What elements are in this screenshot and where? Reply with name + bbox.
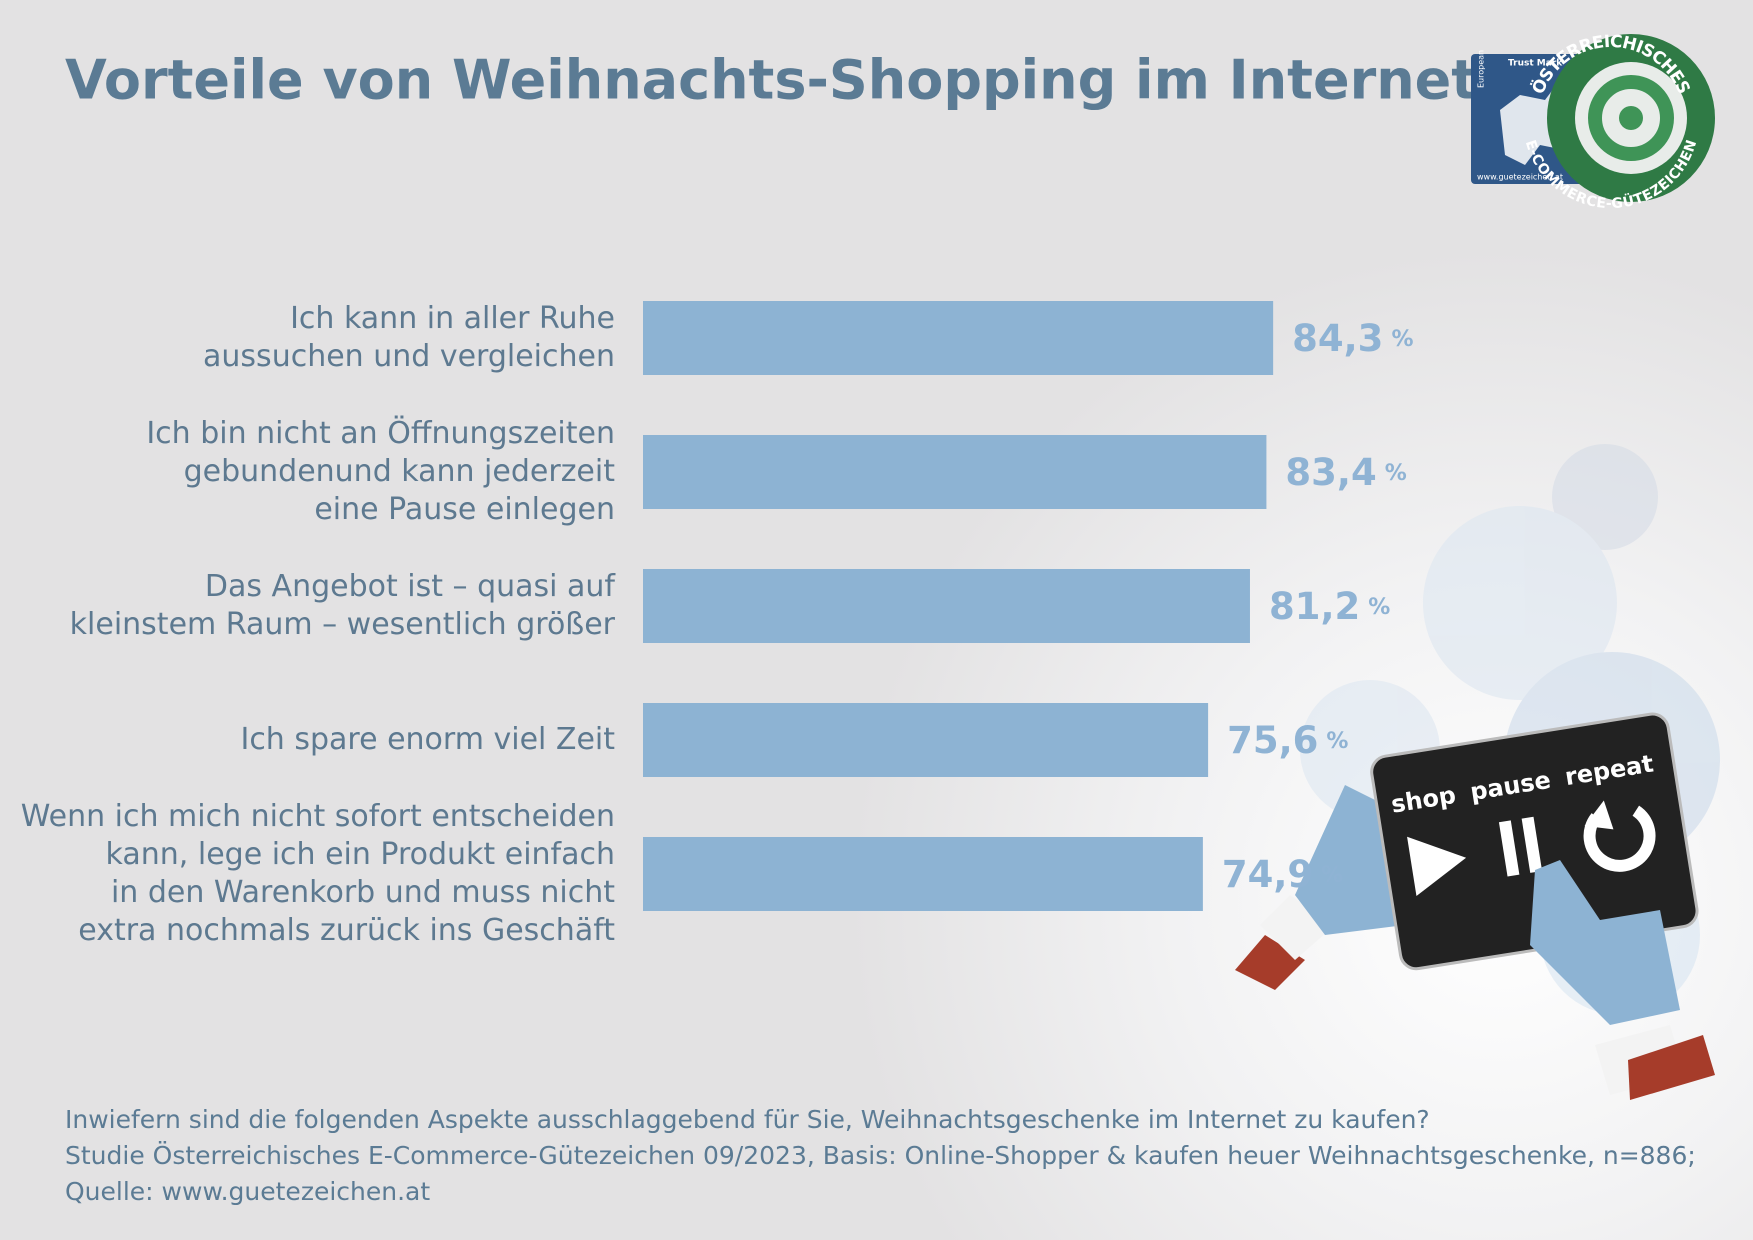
bar	[643, 837, 1203, 911]
logo-at	[1588, 75, 1674, 161]
category-label: Ich spare enorm viel Zeit	[240, 722, 615, 757]
value-unit: %	[1368, 595, 1390, 620]
repeat-icon	[1583, 805, 1656, 872]
category-line: Das Angebot ist – quasi auf	[205, 569, 617, 604]
category-line: Ich kann in aller Ruhe	[290, 301, 615, 336]
value-number: 74,9	[1222, 853, 1313, 896]
chart-title: Vorteile von Weihnachts-Shopping im Inte…	[65, 49, 1477, 112]
value-unit: %	[1326, 729, 1348, 754]
category-line: kleinstem Raum – wesentlich größer	[70, 607, 616, 642]
category-label: Wenn ich mich nicht sofort entscheiden ka…	[21, 799, 616, 948]
logo-text: www.guetezeichen.at	[1477, 173, 1563, 182]
logo-text: Trust Mark	[1508, 59, 1563, 69]
footnote: Quelle: www.guetezeichen.at	[65, 1177, 430, 1206]
hand	[1295, 785, 1405, 935]
footnote: Studie Österreichisches E-Commerce-Gütez…	[65, 1141, 1696, 1170]
category-line: Ich bin nicht an Öffnungszeiten	[146, 415, 615, 451]
value-label: 74,9%	[1222, 853, 1343, 896]
footnote: Inwiefern sind die folgenden Aspekte aus…	[65, 1105, 1430, 1134]
value-number: 81,2	[1269, 585, 1360, 628]
pause-icon	[1498, 820, 1520, 877]
sleeve	[1235, 935, 1305, 990]
category-label: Ich bin nicht an Öffnungszeiten gebundenu…	[146, 415, 615, 527]
repeat-icon	[1584, 800, 1614, 830]
bar	[643, 569, 1250, 643]
pause-icon	[1521, 816, 1543, 873]
bar	[643, 301, 1274, 375]
value-label: 75,6%	[1227, 719, 1348, 762]
sleeve	[1628, 1035, 1715, 1100]
category-line: Wenn ich mich nicht sofort entscheiden	[21, 799, 615, 834]
tablet: shop pause repeat	[1370, 712, 1699, 971]
cuff	[1260, 895, 1335, 960]
category-label: Das Angebot ist – quasi auf kleinstem Rau…	[70, 569, 617, 642]
value-label: 84,3%	[1292, 317, 1413, 360]
logo: Trust Mark European www.guetezeichen.at …	[1471, 32, 1715, 212]
category-line: Ich spare enorm viel Zeit	[240, 722, 615, 757]
category-line: gebundenund kann jederzeit	[184, 454, 616, 489]
value-number: 83,4	[1285, 451, 1376, 494]
logo-text: European	[1477, 50, 1486, 88]
category-line: eine Pause einlegen	[314, 492, 615, 527]
value-number: 75,6	[1227, 719, 1318, 762]
category-label: Ich kann in aller Ruhe aussuchen und verg…	[203, 301, 615, 374]
category-line: aussuchen und vergleichen	[203, 339, 615, 374]
play-icon	[1407, 836, 1467, 897]
category-line: kann, lege ich ein Produkt einfach	[106, 837, 615, 872]
value-unit: %	[1321, 863, 1343, 888]
value-number: 84,3	[1292, 317, 1383, 360]
plot: Ich kann in aller Ruhe aussuchen und verg…	[21, 301, 1696, 1207]
bar	[643, 435, 1267, 509]
value-label: 83,4%	[1285, 451, 1406, 494]
bar	[643, 703, 1209, 777]
category-line: in den Warenkorb und muss nicht	[111, 875, 615, 910]
value-unit: %	[1391, 327, 1413, 352]
value-label: 81,2%	[1269, 585, 1390, 628]
hand	[1530, 860, 1680, 1025]
value-unit: %	[1385, 461, 1407, 486]
category-line: extra nochmals zurück ins Geschäft	[78, 913, 615, 948]
illustration: shop pause repeat	[1235, 712, 1715, 1100]
logo-at	[1619, 106, 1643, 130]
